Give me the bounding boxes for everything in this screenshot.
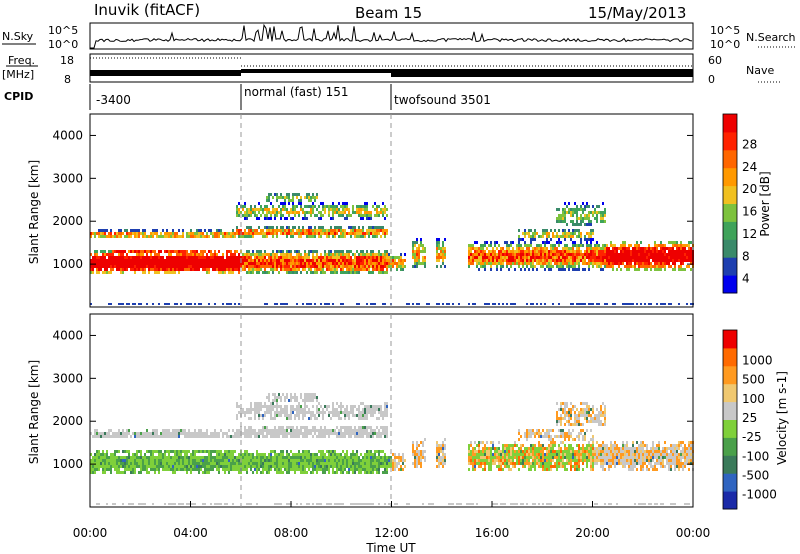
power-ylabel: Slant Range [km]	[27, 160, 41, 264]
cpid-label: CPID	[4, 90, 33, 103]
freq-band-seg2	[241, 69, 391, 73]
velocity-ytick-label-2: 2000	[52, 414, 83, 428]
power-y-axis: 4000 3000 2000 1000	[52, 128, 693, 271]
nsky-tick-top: 10^5	[48, 24, 78, 37]
velocity-colorbar-tick-6: -500	[742, 469, 769, 483]
power-colorbar-tick-4: 12	[742, 227, 757, 241]
velocity-colorbar-label: Velocity [m s-1]	[775, 371, 789, 465]
xtick-label-6: 00:00	[676, 526, 711, 540]
velocity-colorbar-tick-3: 25	[742, 411, 757, 425]
power-colorbar-swatch-8	[723, 131, 737, 151]
power-ytick-label-3: 1000	[52, 257, 83, 271]
nsearch-tick-top: 10^5	[710, 24, 740, 37]
nsky-tick-bottom: 10^0	[48, 38, 78, 51]
velocity-colorbar-swatch-1	[723, 473, 737, 492]
power-plot-area	[90, 114, 693, 307]
power-panel: 4000 3000 2000 1000 Slant Range [km]	[27, 113, 694, 308]
time-xlabel: Time UT	[365, 541, 416, 554]
velocity-colorbar-tick-5: -100	[742, 449, 769, 463]
velocity-colorbar: 1000 500 100 25 -25 -100 -500 -1000 Velocity [m…	[722, 329, 789, 510]
power-colorbar-swatch-9	[723, 114, 737, 133]
freq-band-seg1	[90, 70, 241, 76]
velocity-colorbar-swatch-9	[723, 330, 737, 349]
xtick-label-3: 12:00	[374, 526, 409, 540]
velocity-colorbar-swatch-7	[723, 365, 737, 385]
nave-label: Nave	[746, 64, 774, 77]
power-colorbar-swatch-7	[723, 149, 737, 169]
velocity-colorbar-swatch-0	[723, 491, 737, 510]
power-colorbar-tick-5: 8	[742, 249, 750, 263]
velocity-ylabel: Slant Range [km]	[27, 360, 41, 464]
power-colorbar-swatch-1	[723, 257, 737, 276]
velocity-panel: 4000 3000 2000 1000 00:00 04:00 08:00 12:00 16:…	[27, 313, 711, 554]
nsky-label: N.Sky	[2, 30, 34, 43]
power-colorbar-tick-2: 20	[742, 182, 757, 196]
xtick-label-0: 00:00	[73, 526, 108, 540]
nsky-frame	[89, 22, 694, 50]
power-colorbar: 28 24 20 16 12 8 4 Power [dB]	[722, 113, 772, 294]
power-colorbar-swatch-6	[723, 167, 737, 187]
velocity-colorbar-tick-2: 100	[742, 392, 765, 406]
freq-tick-bottom: 8	[64, 73, 71, 86]
velocity-colorbar-swatch-3	[723, 437, 737, 456]
velocity-colorbar-swatch-8	[723, 347, 737, 367]
nsky-trace	[90, 23, 693, 49]
power-colorbar-swatch-4	[723, 203, 737, 222]
velocity-colorbar-swatch-6	[723, 383, 737, 403]
freq-frame	[89, 53, 694, 83]
power-colorbar-swatch-2	[723, 239, 737, 258]
power-colorbar-tick-1: 24	[742, 160, 757, 174]
velocity-colorbar-tick-1: 500	[742, 373, 765, 387]
power-colorbar-swatch-0	[723, 275, 737, 294]
power-colorbar-tick-6: 4	[742, 272, 750, 286]
power-colorbar-frame	[722, 113, 738, 294]
cpid-panel: CPID -3400 normal (fast) 151 twofsound 3…	[4, 84, 491, 110]
power-ytick-label-0: 4000	[52, 128, 83, 142]
freq-band-seg3	[391, 69, 693, 77]
cpid-segment-label-3: twofsound 3501	[394, 93, 491, 107]
date-title: 15/May/2013	[588, 4, 686, 22]
velocity-colorbar-tick-4: -25	[742, 430, 762, 444]
cpid-segment-label-2: normal (fast) 151	[244, 85, 348, 99]
power-colorbar-tick-0: 28	[742, 137, 757, 151]
xtick-label-4: 16:00	[475, 526, 510, 540]
velocity-colorbar-swatch-4	[723, 419, 737, 438]
station-title: Inuvik (fitACF)	[94, 1, 200, 19]
freq-panel: Freq. [MHz] 18 8 60 0 Nave	[2, 53, 782, 86]
nave-tick-top: 60	[708, 54, 722, 67]
power-ytick-label-2: 2000	[52, 214, 83, 228]
beam-title: Beam 15	[355, 4, 422, 22]
velocity-colorbar-tick-0: 1000	[742, 353, 773, 367]
nsearch-tick-bottom: 10^0	[710, 38, 740, 51]
velocity-colorbar-tick-7: -1000	[742, 488, 777, 502]
power-heatmap	[90, 193, 694, 305]
freq-tick-top: 18	[60, 54, 74, 67]
nsky-panel: N.Sky 10^5 10^0 10^5 10^0 N.Search	[2, 22, 797, 51]
velocity-ytick-label-3: 1000	[52, 457, 83, 471]
freq-unit-label: [MHz]	[2, 68, 34, 81]
xtick-label-5: 20:00	[575, 526, 610, 540]
power-ytick-label-1: 3000	[52, 171, 83, 185]
velocity-ytick-label-1: 3000	[52, 371, 83, 385]
velocity-ytick-label-0: 4000	[52, 328, 83, 342]
power-colorbar-label: Power [dB]	[758, 171, 772, 236]
velocity-colorbar-swatch-5	[723, 401, 737, 420]
velocity-y-axis: 4000 3000 2000 1000	[52, 328, 693, 471]
power-colorbar-swatch-3	[723, 221, 737, 240]
xtick-label-2: 08:00	[274, 526, 309, 540]
freq-label: Freq.	[8, 54, 35, 67]
time-x-axis: 00:00 04:00 08:00 12:00 16:00 20:00 00:00	[73, 501, 711, 540]
velocity-colorbar-swatch-2	[723, 455, 737, 474]
velocity-colorbar-frame	[722, 329, 738, 510]
nsearch-label: N.Search	[746, 31, 796, 44]
velocity-heatmap	[90, 393, 694, 505]
nave-tick-bottom: 0	[708, 73, 715, 86]
xtick-label-1: 04:00	[173, 526, 208, 540]
power-colorbar-swatch-5	[723, 185, 737, 204]
cpid-segment-label-1: -3400	[96, 93, 131, 107]
power-colorbar-tick-3: 16	[742, 205, 757, 219]
